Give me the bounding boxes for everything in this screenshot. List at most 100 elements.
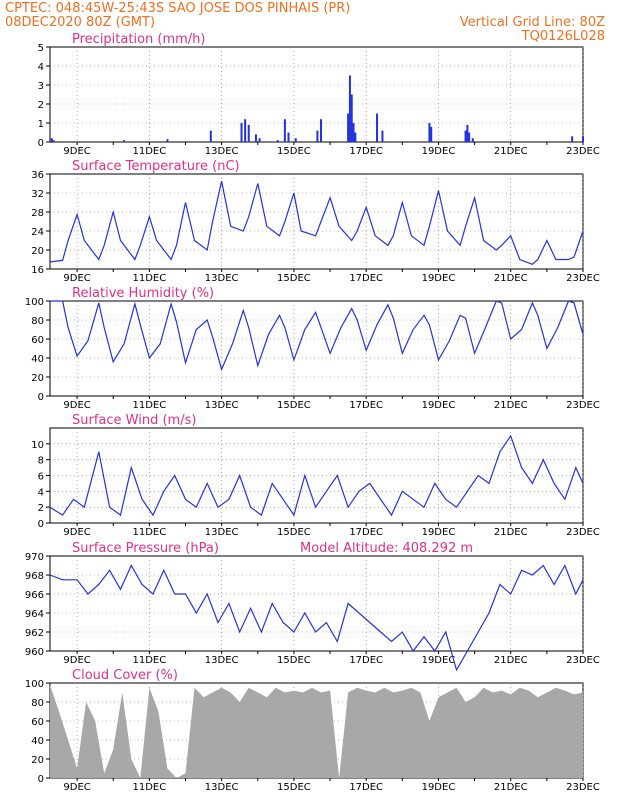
- press-ytick-label: 962: [25, 628, 44, 639]
- precip-xtick-label: 13DEC: [205, 146, 239, 157]
- precip-ytick-label: 4: [38, 62, 44, 73]
- rh-frame: [49, 300, 584, 397]
- press-ytick-label: 964: [25, 609, 44, 620]
- rh-xtick-label: 23DEC: [566, 400, 600, 411]
- press-xtick-label: 19DEC: [422, 655, 456, 666]
- temp-xtick-label: 15DEC: [277, 273, 311, 284]
- press-ytick-label: 966: [25, 590, 44, 601]
- rh-ytick-label: 100: [25, 297, 44, 308]
- precip-bar: [50, 138, 53, 142]
- wind-ytick-label: 10: [31, 440, 44, 451]
- press-title: Surface Pressure (hPa): [72, 541, 219, 556]
- press-xtick-label: 15DEC: [277, 655, 311, 666]
- header-model-id: TQ0126L028: [521, 29, 605, 44]
- wind-ytick-label: 0: [38, 519, 44, 530]
- precip-bar: [258, 138, 261, 142]
- wind-xtick-label: 15DEC: [277, 527, 311, 538]
- wind-title: Surface Wind (m/s): [72, 413, 196, 428]
- wind-xtick-label: 13DEC: [205, 527, 239, 538]
- press-ytick-label: 968: [25, 571, 44, 582]
- press-frame: [49, 555, 584, 652]
- precip-bar: [466, 124, 469, 142]
- precip-xtick-label: 11DEC: [133, 146, 167, 157]
- precip-bar: [571, 136, 574, 142]
- precip-bar: [240, 123, 243, 142]
- wind-xtick-label: 9DEC: [63, 527, 90, 538]
- precip-ytick-label: 2: [38, 100, 44, 111]
- rh-xtick-label: 21DEC: [494, 400, 528, 411]
- precip-frame: [49, 46, 584, 143]
- temp-xtick-label: 17DEC: [349, 273, 383, 284]
- wind-ytick-label: 8: [38, 456, 44, 467]
- rh-title: Relative Humidity (%): [72, 286, 214, 301]
- cloud-ytick-label: 100: [25, 679, 44, 690]
- cloud-ytick-label: 60: [31, 717, 44, 728]
- temp-series-line: [49, 180, 584, 265]
- precip-bar: [354, 132, 357, 142]
- cloud-title: Cloud Cover (%): [72, 668, 178, 683]
- temp-ytick-label: 20: [31, 246, 44, 257]
- temp-ytick-label: 28: [31, 208, 44, 219]
- temp-xtick-label: 19DEC: [422, 273, 456, 284]
- cloud-ytick-label: 80: [31, 698, 44, 709]
- precip-xtick-label: 23DEC: [566, 146, 600, 157]
- wind-series-line: [49, 434, 584, 517]
- precip-bar: [582, 136, 584, 142]
- temp-ytick-label: 32: [31, 189, 44, 200]
- temp-title: Surface Temperature (nC): [72, 159, 240, 174]
- wind-xtick-label: 17DEC: [349, 527, 383, 538]
- press-series-line: [49, 564, 584, 672]
- precip-bar: [468, 132, 471, 142]
- header-location: CPTEC: 048:45W-25:43S SAO JOSE DOS PINHA…: [5, 1, 350, 16]
- rh-ytick-label: 60: [31, 335, 44, 346]
- rh-xtick-label: 11DEC: [133, 400, 167, 411]
- rh-xtick-label: 19DEC: [422, 400, 456, 411]
- precip-xtick-label: 17DEC: [349, 146, 383, 157]
- precip-xtick-label: 21DEC: [494, 146, 528, 157]
- press-ytick-label: 970: [25, 552, 44, 563]
- precip-xtick-label: 9DEC: [63, 146, 90, 157]
- rh-xtick-label: 17DEC: [349, 400, 383, 411]
- temp-xtick-label: 11DEC: [133, 273, 167, 284]
- wind-ytick-label: 4: [38, 487, 44, 498]
- cloud-series-area: [50, 684, 583, 778]
- cloud-ytick-label: 0: [38, 774, 44, 785]
- press-xtick-label: 13DEC: [205, 655, 239, 666]
- precip-xtick-label: 19DEC: [422, 146, 456, 157]
- cloud-xtick-label: 9DEC: [63, 782, 90, 793]
- temp-frame: [49, 173, 584, 270]
- precip-ytick-label: 5: [38, 43, 44, 54]
- precip-bar: [350, 94, 353, 142]
- precip-ytick-label: 0: [38, 138, 44, 149]
- precip-bar: [254, 134, 257, 142]
- cloud-xtick-label: 17DEC: [349, 782, 383, 793]
- precip-bar: [352, 123, 355, 142]
- rh-ytick-label: 40: [31, 354, 44, 365]
- precip-bar: [294, 138, 297, 142]
- temp-xtick-label: 13DEC: [205, 273, 239, 284]
- wind-xtick-label: 19DEC: [422, 527, 456, 538]
- precip-bar: [428, 123, 431, 142]
- precip-bar: [347, 113, 350, 142]
- press-xtick-label: 21DEC: [494, 655, 528, 666]
- wind-ytick-label: 6: [38, 472, 44, 483]
- precip-bar: [247, 124, 250, 142]
- rh-ytick-label: 20: [31, 373, 44, 384]
- precip-bar: [381, 130, 384, 142]
- cloud-ytick-label: 40: [31, 736, 44, 747]
- precip-bar: [209, 130, 212, 142]
- header-date: 08DEC2020 80Z (GMT): [5, 15, 155, 30]
- temp-xtick-label: 21DEC: [494, 273, 528, 284]
- precip-bar: [316, 130, 319, 142]
- press-xtick-label: 9DEC: [63, 655, 90, 666]
- rh-xtick-label: 13DEC: [205, 400, 239, 411]
- temp-ytick-label: 16: [31, 265, 44, 276]
- precip-bar: [166, 139, 169, 142]
- precip-bar: [430, 126, 433, 142]
- cloud-xtick-label: 19DEC: [422, 782, 456, 793]
- rh-xtick-label: 9DEC: [63, 400, 90, 411]
- wind-xtick-label: 11DEC: [133, 527, 167, 538]
- precip-title: Precipitation (mm/h): [72, 32, 205, 47]
